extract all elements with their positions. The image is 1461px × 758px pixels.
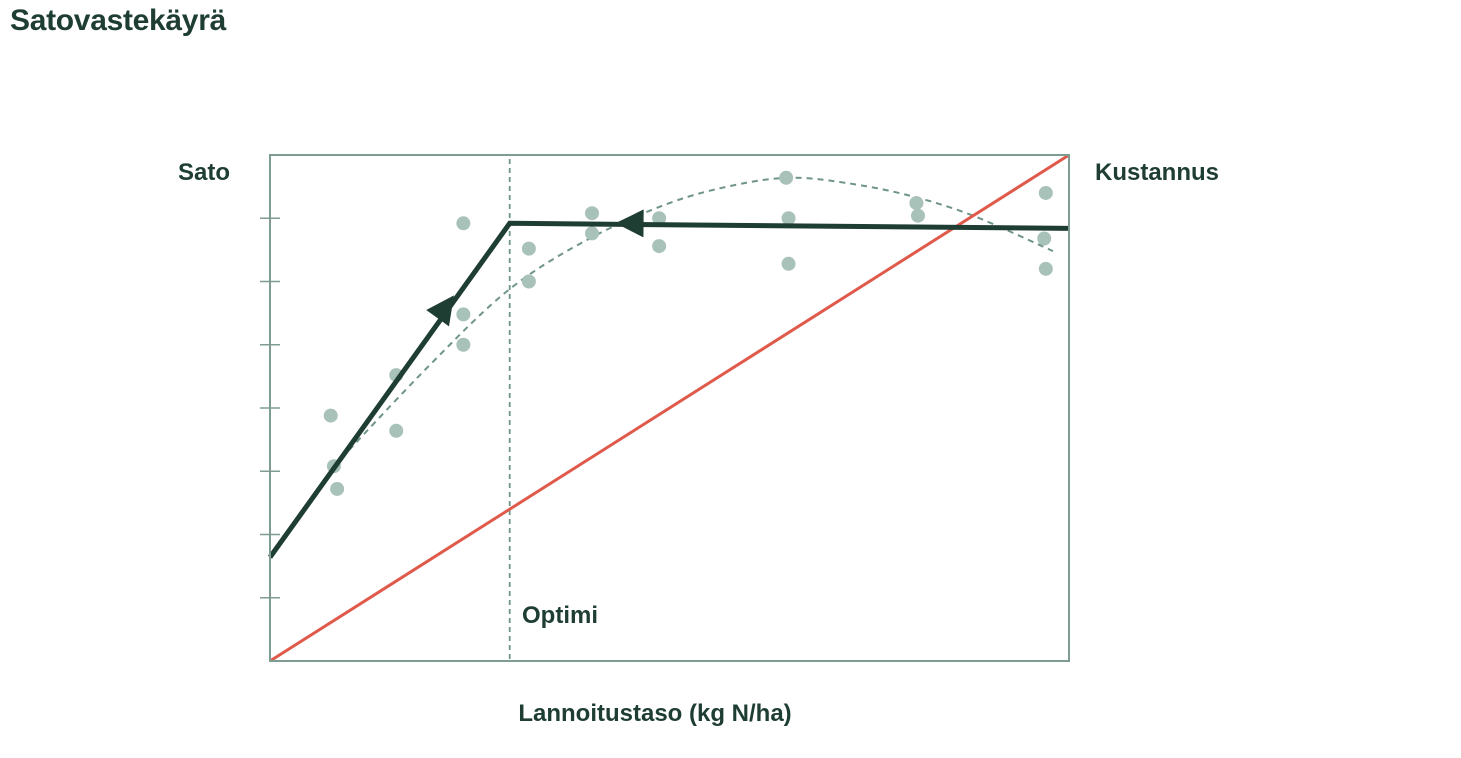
x-axis-label: Lannoitustaso (kg N/ha): [518, 700, 791, 727]
fitted-curve-group: [333, 176, 1054, 467]
direction-arrow: [615, 209, 644, 238]
data-point: [521, 241, 536, 256]
data-point: [456, 216, 471, 231]
fitted-curve: [333, 176, 1054, 467]
data-point: [910, 208, 925, 223]
data-point: [584, 226, 599, 241]
y2-axis-label: Kustannus: [1095, 159, 1219, 186]
data-point: [330, 481, 345, 496]
data-point: [781, 256, 796, 271]
y-axis-label: Sato: [178, 159, 230, 186]
data-point: [323, 408, 338, 423]
data-point: [781, 211, 796, 226]
data-point: [652, 239, 667, 254]
plot-frame: [269, 154, 1070, 662]
response-line-group: [267, 209, 1070, 559]
data-point: [909, 196, 924, 211]
data-point: [1038, 261, 1053, 276]
data-point: [584, 206, 599, 221]
page-title: Satovastekäyrä: [10, 4, 226, 37]
cost-line: [269, 153, 1070, 663]
data-point: [779, 170, 794, 185]
data-point: [389, 423, 404, 438]
data-point: [521, 274, 536, 289]
data-point: [456, 307, 471, 322]
data-point: [1037, 231, 1052, 246]
optimum-label: Optimi: [522, 602, 598, 629]
response-line: [267, 220, 1070, 559]
data-point: [652, 211, 667, 226]
data-point: [1038, 185, 1053, 200]
direction-arrow: [426, 295, 454, 327]
cost-line-group: [269, 153, 1070, 663]
data-point: [456, 337, 471, 352]
